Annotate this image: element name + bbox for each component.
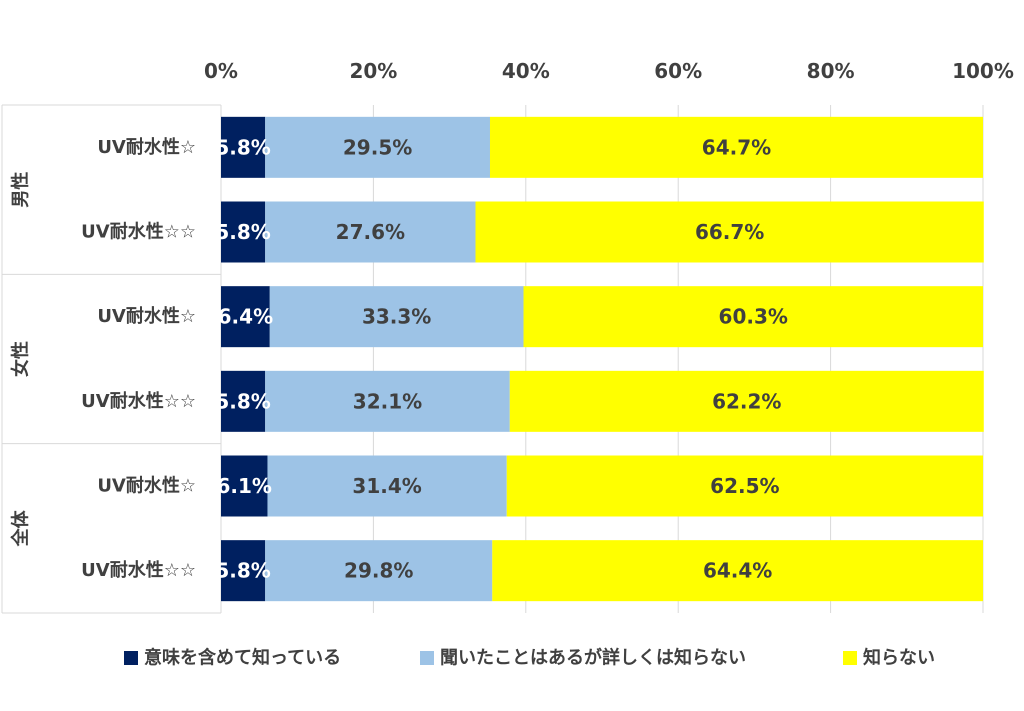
bar-segment-1-1: [265, 201, 476, 263]
bar-segment-1-2: [269, 286, 524, 348]
legend-label-1: 聞いたことはあるが詳しくは知らない: [440, 647, 746, 669]
legend-swatch-0: [124, 651, 138, 665]
data-label-1-4: 31.4%: [352, 474, 421, 498]
x-tick-label-1: 20%: [349, 59, 397, 83]
bar-segment-1-5: [265, 540, 493, 602]
bar-segment-0-2: [221, 286, 270, 348]
category-label-3: UV耐水性☆☆: [81, 390, 196, 412]
data-label-2-5: 64.4%: [703, 559, 772, 583]
bar-segment-2-2: [523, 286, 983, 348]
bar-segment-2-3: [509, 370, 984, 432]
bar-segment-1-4: [267, 455, 507, 517]
legend-swatch-1: [420, 651, 434, 665]
bar-segment-2-1: [475, 201, 984, 263]
category-label-5: UV耐水性☆☆: [81, 559, 196, 581]
x-tick-label-3: 60%: [654, 59, 702, 83]
data-label-1-1: 27.6%: [336, 220, 405, 244]
bar-segment-1-3: [265, 370, 510, 432]
data-label-0-4: 6.1%: [217, 474, 272, 498]
bar-segment-0-3: [221, 370, 266, 432]
category-label-0: UV耐水性☆: [97, 136, 196, 158]
bar-segment-0-5: [221, 540, 266, 602]
data-label-0-1: 5.8%: [215, 220, 270, 244]
data-label-1-2: 33.3%: [362, 305, 431, 329]
bar-segment-0-4: [221, 455, 268, 517]
bar-segment-0-1: [221, 201, 266, 263]
bar-segment-0-0: [221, 116, 266, 178]
bar-segment-2-4: [506, 455, 983, 517]
category-label-4: UV耐水性☆: [97, 475, 196, 497]
x-tick-label-5: 100%: [952, 59, 1014, 83]
data-label-0-0: 5.8%: [215, 135, 270, 159]
data-label-1-3: 32.1%: [353, 389, 422, 413]
category-label-1: UV耐水性☆☆: [81, 221, 196, 243]
category-label-2: UV耐水性☆: [97, 305, 196, 327]
group-label-0: 男性: [10, 172, 32, 208]
data-label-0-3: 5.8%: [215, 389, 270, 413]
data-label-1-0: 29.5%: [343, 135, 412, 159]
x-tick-label-4: 80%: [807, 59, 855, 83]
legend-label-2: 知らない: [863, 647, 935, 669]
legend-swatch-2: [843, 651, 857, 665]
data-label-2-0: 64.7%: [702, 135, 771, 159]
data-label-2-1: 66.7%: [695, 220, 764, 244]
legend-label-0: 意味を含めて知っている: [144, 647, 341, 669]
bar-segment-1-0: [265, 116, 490, 178]
data-label-2-2: 60.3%: [719, 305, 788, 329]
data-label-1-5: 29.8%: [344, 559, 413, 583]
bar-segment-2-5: [492, 540, 983, 602]
group-label-2: 全体: [10, 509, 32, 547]
data-label-0-5: 5.8%: [215, 559, 270, 583]
x-tick-label-0: 0%: [204, 59, 238, 83]
bar-segment-2-0: [489, 116, 983, 178]
group-label-1: 女性: [10, 341, 32, 377]
data-label-2-4: 62.5%: [710, 474, 779, 498]
x-tick-label-2: 40%: [502, 59, 550, 83]
data-label-0-2: 6.4%: [218, 305, 273, 329]
data-label-2-3: 62.2%: [712, 389, 781, 413]
